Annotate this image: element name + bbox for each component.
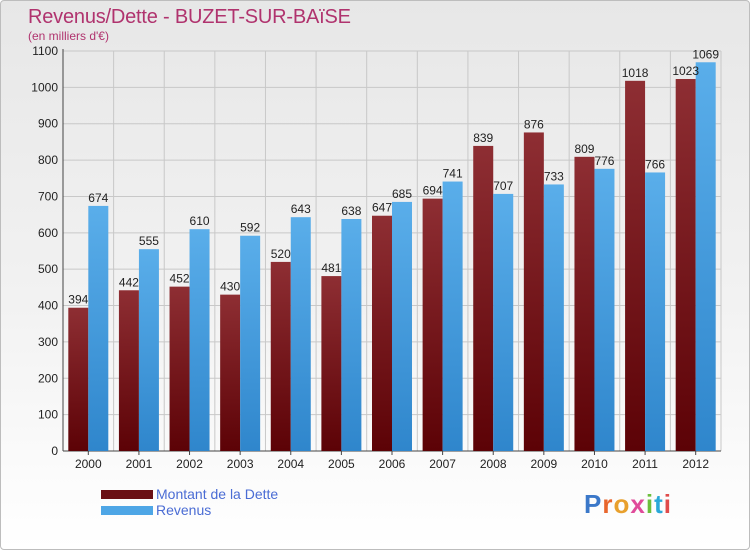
y-tick-label-900: 900 [38, 117, 58, 131]
data-label-revenus-2001: 555 [139, 234, 159, 248]
y-tick-label-700: 700 [38, 189, 58, 203]
bar-revenus-2003 [240, 235, 261, 451]
data-label-revenus-2005: 638 [341, 204, 361, 218]
x-tick-label-2003: 2003 [227, 457, 254, 471]
x-tick-label-2001: 2001 [126, 457, 153, 471]
bar-revenus-2005 [341, 219, 362, 451]
bar-dette-2007 [422, 198, 443, 451]
logo-letter: i [645, 489, 655, 519]
chart-title: Revenus/Dette - BUZET-SUR-BAïSE [28, 6, 351, 28]
data-label-revenus-2011: 766 [645, 157, 665, 171]
data-label-revenus-2000: 674 [88, 191, 108, 205]
data-label-revenus-2003: 592 [240, 221, 260, 235]
bar-dette-2009 [523, 132, 544, 452]
data-label-revenus-2004: 643 [291, 202, 311, 216]
data-label-dette-2005: 481 [321, 261, 341, 275]
x-tick-label-2000: 2000 [75, 457, 102, 471]
y-tick-label-300: 300 [38, 335, 58, 349]
data-label-revenus-2012: 1069 [692, 47, 719, 61]
bar-dette-2003 [220, 294, 241, 451]
x-tick-label-2004: 2004 [277, 457, 304, 471]
data-label-dette-2012: 1023 [672, 64, 699, 78]
x-tick-label-2011: 2011 [632, 457, 658, 471]
data-label-dette-2000: 394 [68, 293, 88, 307]
bar-revenus-2012 [695, 62, 716, 451]
x-tick-label-2009: 2009 [530, 457, 557, 471]
data-label-dette-2008: 839 [473, 131, 493, 145]
x-tick-label-2010: 2010 [581, 457, 608, 471]
data-label-dette-2011: 1018 [622, 66, 649, 80]
bar-revenus-2008 [493, 193, 514, 451]
y-tick-label-100: 100 [38, 408, 58, 422]
bar-revenus-2001 [138, 249, 159, 451]
logo-letter: o [613, 489, 631, 519]
bar-revenus-2007 [442, 181, 463, 451]
logo-letter: r [602, 489, 614, 519]
x-tick-label-2008: 2008 [480, 457, 507, 471]
logo-letter: i [663, 489, 672, 519]
chart-subtitle: (en milliers d'€) [28, 29, 109, 43]
y-tick-label-800: 800 [38, 153, 58, 167]
y-tick-label-600: 600 [38, 226, 58, 240]
bar-dette-2011 [625, 80, 646, 452]
data-label-dette-2001: 442 [119, 275, 139, 289]
y-tick-label-200: 200 [38, 371, 58, 385]
bar-dette-2010 [574, 156, 595, 451]
data-label-dette-2009: 876 [524, 117, 544, 131]
bar-revenus-2002 [189, 229, 210, 451]
logo-letter: t [654, 489, 664, 519]
legend-label-revenus: Revenus [156, 502, 212, 518]
bar-dette-2006 [372, 215, 392, 451]
bar-revenus-2009 [543, 184, 564, 452]
bar-dette-2005 [321, 276, 342, 451]
bar-dette-2001 [118, 290, 139, 451]
logo-letter: P [584, 489, 603, 519]
bar-revenus-2011 [645, 172, 666, 452]
data-label-dette-2006: 647 [372, 201, 392, 215]
legend-label-dette: Montant de la Dette [156, 486, 279, 502]
bar-dette-2000 [68, 307, 89, 451]
data-label-revenus-2010: 776 [594, 154, 614, 168]
y-tick-label-1000: 1000 [31, 80, 58, 94]
data-label-revenus-2006: 685 [392, 187, 412, 201]
bar-dette-2002 [169, 286, 190, 451]
bar-revenus-2006 [392, 201, 412, 451]
data-label-dette-2007: 694 [423, 184, 443, 198]
x-tick-label-2005: 2005 [328, 457, 355, 471]
bar-revenus-2004 [290, 217, 311, 451]
x-tick-label-2012: 2012 [682, 457, 709, 471]
y-tick-label-1100: 1100 [32, 44, 58, 58]
y-tick-label-500: 500 [38, 262, 58, 276]
x-tick-label-2006: 2006 [379, 457, 406, 471]
data-label-revenus-2002: 610 [190, 214, 210, 228]
legend-swatch-dette [101, 490, 153, 499]
data-label-revenus-2009: 733 [544, 169, 564, 183]
bar-dette-2012 [675, 79, 696, 451]
data-label-dette-2002: 452 [170, 272, 190, 286]
data-label-revenus-2007: 741 [443, 167, 463, 181]
legend-swatch-revenus [101, 506, 153, 515]
proxiti-logo: Proxiti [584, 489, 672, 520]
bar-dette-2008 [473, 145, 494, 451]
bar-dette-2004 [270, 261, 291, 451]
y-tick-label-400: 400 [38, 299, 58, 313]
data-label-dette-2004: 520 [271, 247, 291, 261]
bar-revenus-2010 [594, 168, 615, 451]
y-tick-label-0: 0 [51, 444, 58, 458]
data-label-dette-2010: 809 [574, 142, 594, 156]
logo-letter: x [630, 489, 646, 519]
data-label-revenus-2008: 707 [493, 179, 513, 193]
data-label-dette-2003: 430 [220, 280, 240, 294]
bar-revenus-2000 [88, 205, 109, 451]
x-tick-label-2002: 2002 [176, 457, 203, 471]
x-tick-label-2007: 2007 [429, 457, 456, 471]
